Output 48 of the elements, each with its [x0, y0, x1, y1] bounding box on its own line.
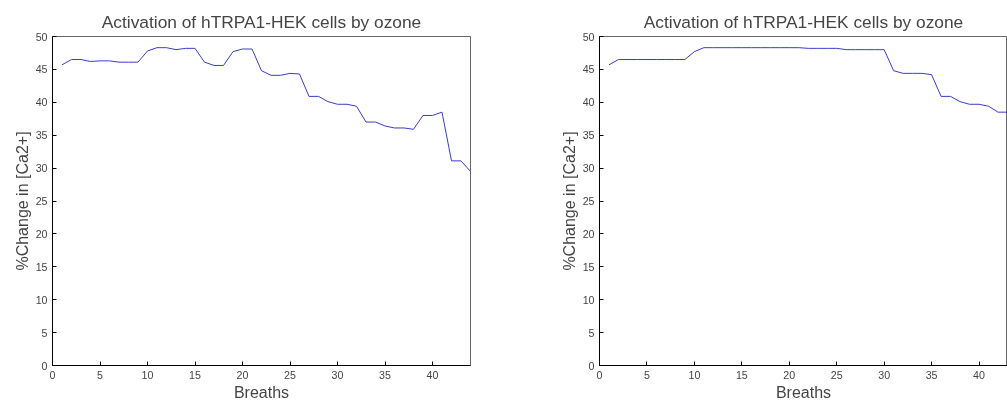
y-tick-label: 5	[41, 326, 48, 339]
y-tick-label: 25	[582, 195, 595, 207]
x-tick-label: 35	[379, 368, 391, 381]
y-tick-label: 10	[35, 293, 48, 306]
y-tick-label: 40	[35, 96, 48, 109]
x-tick-label: 40	[973, 368, 986, 381]
y-tick-label: 10	[582, 293, 595, 306]
x-tick-label: 30	[878, 368, 891, 381]
y-tick-label: 30	[35, 162, 48, 175]
x-axis-title: Breaths	[233, 383, 290, 401]
y-tick-label: 45	[582, 63, 595, 76]
line-series	[608, 47, 1007, 113]
x-tick-label: 5	[97, 368, 104, 381]
chart-title: Activation of hTRPA1-HEK cells by ozone	[643, 11, 964, 32]
y-tick-label: 30	[582, 162, 595, 175]
x-axis-title: Breaths	[775, 383, 832, 401]
x-tick-label: 10	[688, 368, 701, 381]
x-tick-label: 10	[141, 368, 154, 381]
y-tick-label: 15	[582, 260, 595, 273]
chart-title: Activation of hTRPA1-HEK cells by ozone	[101, 11, 422, 32]
y-tick-label: 35	[582, 129, 595, 142]
line-series	[61, 47, 471, 172]
x-tick-label: 35	[925, 368, 938, 381]
y-axis-title: %Change in [Ca2+]	[13, 131, 31, 271]
x-tick-label: 20	[236, 368, 249, 381]
y-tick-label: 20	[582, 227, 595, 240]
y-tick-label: 0	[588, 359, 595, 372]
x-tick-label: 20	[783, 368, 796, 381]
y-tick-label: 35	[35, 129, 48, 142]
x-tick-label: 15	[189, 368, 201, 381]
x-tick-label: 25	[830, 368, 843, 381]
y-axis-title: %Change in [Ca2+]	[560, 131, 578, 271]
y-tick-label: 40	[582, 96, 595, 109]
y-tick-label: 5	[588, 326, 595, 339]
y-tick-label: 0	[41, 359, 48, 372]
x-tick-label: 0	[49, 368, 56, 381]
x-tick-label: 40	[426, 368, 439, 381]
y-tick-label: 25	[35, 195, 48, 207]
y-tick-label: 50	[35, 30, 48, 43]
x-tick-label: 5	[643, 368, 650, 381]
y-tick-label: 20	[35, 227, 48, 240]
y-tick-label: 50	[582, 30, 595, 43]
x-tick-label: 30	[331, 368, 344, 381]
x-tick-label: 0	[596, 368, 603, 381]
x-tick-label: 15	[735, 368, 748, 381]
x-tick-label: 25	[284, 368, 296, 381]
y-tick-label: 15	[35, 260, 48, 273]
y-tick-label: 45	[35, 63, 48, 76]
